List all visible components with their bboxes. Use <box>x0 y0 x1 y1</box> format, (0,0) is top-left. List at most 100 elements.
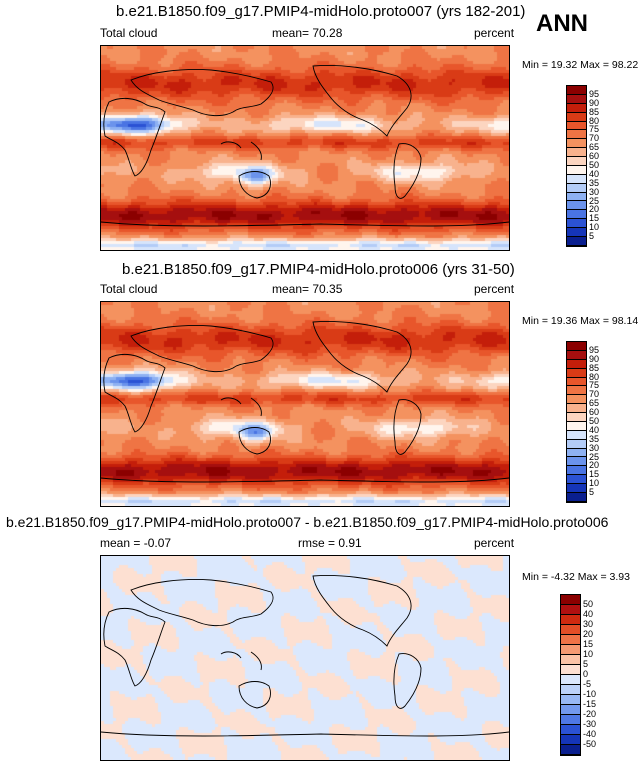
colorbar-tick-label: 50 <box>589 416 600 426</box>
colorbar-swatch <box>561 745 580 755</box>
season-label: ANN <box>536 10 588 37</box>
panel2-title: b.e21.B1850.f09_g17.PMIP4-midHolo.proto0… <box>122 261 515 278</box>
colorbar-swatch <box>567 413 586 422</box>
panel1-field <box>101 46 509 250</box>
colorbar-tick-label: 85 <box>589 106 600 117</box>
coastline <box>103 97 166 177</box>
coastline <box>238 427 271 455</box>
colorbar-swatch <box>567 210 586 220</box>
panel3-coastlines <box>101 575 509 737</box>
colorbar-tick-label: 40 <box>589 168 600 179</box>
coastline <box>312 321 412 393</box>
colorbar-tick-label: 5 <box>589 487 595 498</box>
coastline <box>101 477 509 483</box>
colorbar-tick-label: 70 <box>589 389 600 400</box>
colorbar-swatch <box>567 466 586 476</box>
panel1-colorbar <box>566 85 587 247</box>
colorbar-tick-label: 95 <box>589 88 600 99</box>
colorbar-swatch <box>561 635 580 645</box>
colorbar-tick-label: -20 <box>583 709 597 719</box>
panel3-title: b.e21.B1850.f09_g17.PMIP4-midHolo.proto0… <box>6 514 609 530</box>
panel1-coastlines <box>101 65 509 227</box>
colorbar-swatch <box>561 665 580 675</box>
coastline <box>238 681 271 709</box>
colorbar-swatch <box>561 595 580 605</box>
colorbar-swatch <box>567 475 586 484</box>
panel2-coastlines <box>101 321 509 483</box>
colorbar-swatch <box>567 112 586 122</box>
colorbar-tick-label: 75 <box>589 124 600 135</box>
coastline <box>393 399 422 455</box>
colorbar-tick-label: -30 <box>583 719 597 729</box>
panel1-variable: Total cloud <box>100 26 158 40</box>
coastline <box>101 221 509 227</box>
panel3-map <box>100 555 510 761</box>
colorbar-tick-label: 15 <box>589 469 600 480</box>
colorbar-swatch <box>567 368 586 378</box>
panel3-minmax: Min = -4.32 Max = 3.93 <box>522 571 630 583</box>
panel2-colorbar <box>566 341 587 503</box>
colorbar-tick-label: 25 <box>589 195 600 206</box>
colorbar-swatch <box>561 725 580 735</box>
colorbar-swatch <box>567 94 586 104</box>
panel3-colorbar <box>560 594 581 756</box>
colorbar-tick-label: 65 <box>589 142 600 153</box>
colorbar-swatch <box>567 201 586 211</box>
colorbar-swatch <box>567 395 586 405</box>
colorbar-tick-label: 65 <box>589 398 600 409</box>
panel2-minmax: Min = 19.36 Max = 98.14 <box>522 315 639 327</box>
panel2-mean: mean= 70.35 <box>272 282 343 296</box>
colorbar-tick-label: 50 <box>583 599 594 609</box>
colorbar-swatch <box>567 359 586 369</box>
colorbar-tick-label: 90 <box>589 353 600 364</box>
colorbar-tick-label: -40 <box>583 729 597 739</box>
colorbar-swatch <box>561 675 580 685</box>
colorbar-swatch <box>561 645 580 655</box>
panel1-title: b.e21.B1850.f09_g17.PMIP4-midHolo.proto0… <box>116 3 526 20</box>
colorbar-swatch <box>561 625 580 635</box>
colorbar-swatch <box>567 492 586 502</box>
colorbar-swatch <box>567 228 586 237</box>
panel2-variable: Total cloud <box>100 282 158 296</box>
colorbar-tick-label: 80 <box>589 115 600 126</box>
colorbar-tick-label: 25 <box>589 451 600 462</box>
colorbar-tick-label: -5 <box>583 679 592 689</box>
coastline <box>220 141 262 161</box>
coastline <box>393 143 422 199</box>
colorbar-tick-label: 5 <box>589 231 595 242</box>
colorbar-tick-label: 50 <box>589 160 600 170</box>
colorbar-tick-label: 15 <box>589 213 600 224</box>
panel2-units: percent <box>474 282 515 296</box>
coastline <box>238 171 271 199</box>
colorbar-tick-label: 70 <box>589 133 600 144</box>
panel1-mean: mean= 70.28 <box>272 26 343 40</box>
colorbar-tick-label: 90 <box>589 97 600 108</box>
colorbar-swatch <box>561 705 580 715</box>
colorbar-tick-label: 20 <box>583 629 594 639</box>
colorbar-swatch <box>567 121 586 131</box>
colorbar-swatch <box>567 430 586 440</box>
coastline <box>312 575 412 647</box>
colorbar-swatch <box>567 86 586 95</box>
panel2-field <box>101 302 509 506</box>
panel3-units: percent <box>474 536 515 550</box>
colorbar-tick-label: 5 <box>583 659 589 669</box>
coastline <box>130 325 274 373</box>
colorbar-tick-label: 30 <box>583 619 594 629</box>
colorbar-swatch <box>567 148 586 157</box>
colorbar-tick-label: 10 <box>589 478 600 489</box>
colorbar-swatch <box>567 404 586 413</box>
colorbar-tick-label: 35 <box>589 433 600 444</box>
colorbar-swatch <box>561 695 580 705</box>
colorbar-swatch <box>567 103 586 113</box>
colorbar-tick-label: 30 <box>589 442 600 453</box>
colorbar-swatch <box>567 236 586 246</box>
colorbar-swatch <box>561 605 580 615</box>
colorbar-swatch <box>567 139 586 149</box>
colorbar-tick-label: 60 <box>589 407 600 418</box>
colorbar-tick-label: 15 <box>583 639 594 649</box>
panel2-map <box>100 301 510 507</box>
colorbar-tick-label: 95 <box>589 344 600 355</box>
colorbar-swatch <box>567 157 586 166</box>
colorbar-swatch <box>567 439 586 449</box>
